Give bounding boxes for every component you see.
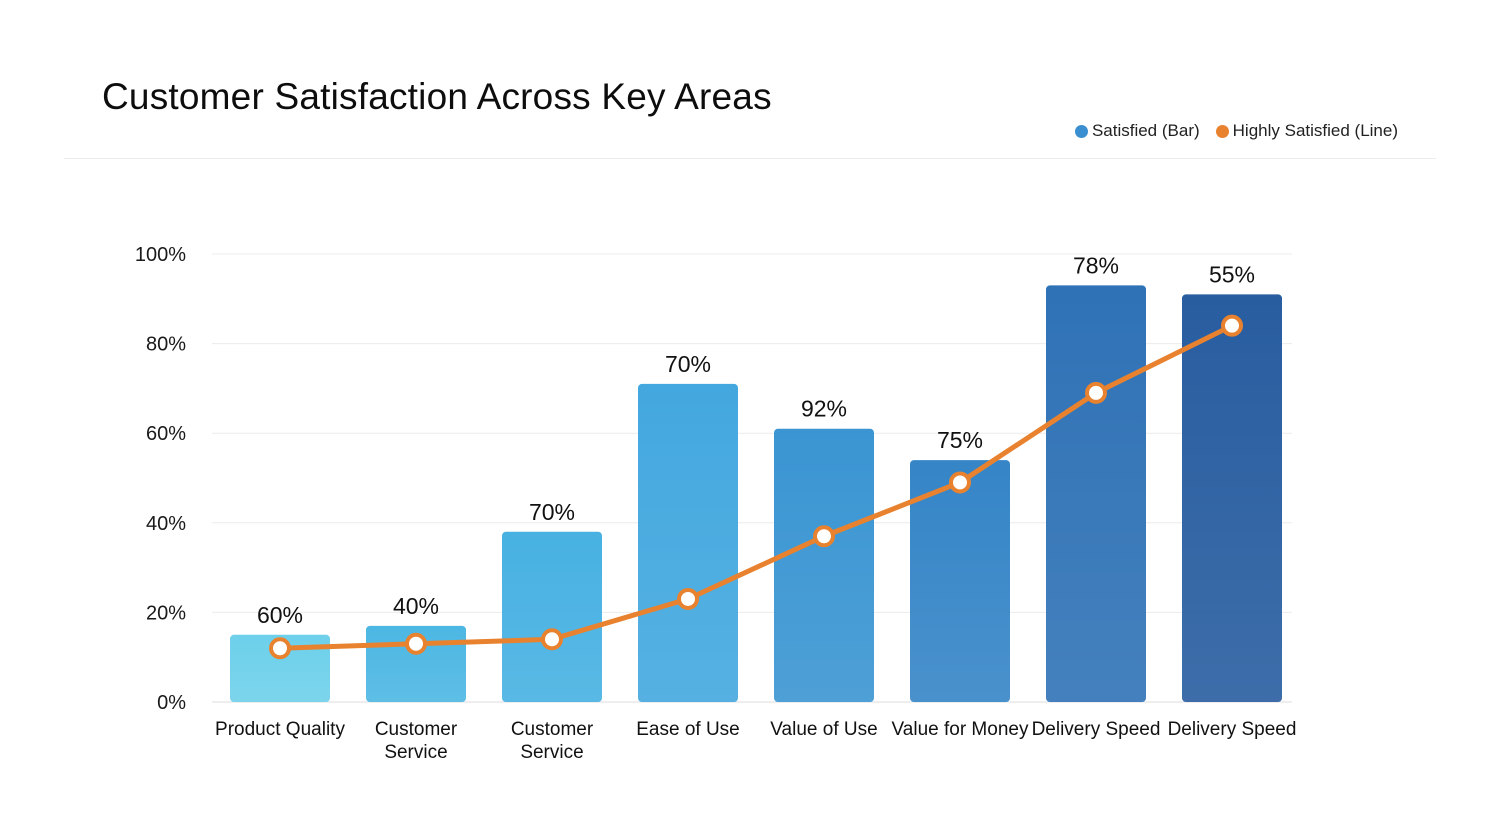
legend-swatch-highly-satisfied bbox=[1215, 124, 1229, 138]
bar bbox=[1046, 285, 1146, 702]
x-tick-label: Customer Service bbox=[375, 719, 458, 763]
y-tick-label: 80% bbox=[146, 334, 186, 356]
legend-label-highly-satisfied: Highly Satisfied (Line) bbox=[1232, 121, 1398, 140]
y-tick-label: 100% bbox=[135, 244, 186, 266]
x-tick-label: Product Quality bbox=[215, 719, 345, 740]
x-tick-label: Delivery Speed bbox=[1032, 719, 1161, 740]
legend-item-highly-satisfied: Highly Satisfied (Line) bbox=[1215, 121, 1398, 141]
bar bbox=[910, 460, 1010, 702]
legend-swatch-satisfied bbox=[1074, 124, 1088, 138]
bar-data-label: 40% bbox=[393, 593, 439, 619]
line-point bbox=[813, 525, 835, 548]
bar-data-label: 70% bbox=[529, 499, 575, 525]
x-tick-label: Value for Money bbox=[892, 719, 1029, 740]
bar bbox=[774, 428, 874, 702]
line-point bbox=[949, 471, 971, 494]
bar-data-label: 78% bbox=[1073, 252, 1119, 278]
x-tick-label: Delivery Speed bbox=[1168, 719, 1297, 740]
bar-data-label: 55% bbox=[1209, 261, 1255, 287]
y-tick-label: 20% bbox=[146, 602, 186, 624]
legend-label-satisfied: Satisfied (Bar) bbox=[1091, 121, 1200, 140]
line-point bbox=[677, 587, 699, 610]
bar bbox=[230, 634, 330, 702]
y-tick-label: 60% bbox=[146, 423, 186, 445]
y-tick-label: 40% bbox=[146, 513, 186, 535]
bar bbox=[1182, 294, 1282, 702]
bar bbox=[638, 383, 738, 702]
chart-title: Customer Satisfaction Across Key Areas bbox=[102, 76, 772, 117]
legend-item-satisfied: Satisfied (Bar) bbox=[1074, 121, 1200, 141]
bar bbox=[502, 531, 602, 702]
highly-satisfied-line bbox=[277, 323, 1235, 651]
x-tick-label: Ease of Use bbox=[636, 719, 740, 740]
line-point bbox=[405, 632, 427, 655]
bar-data-label: 70% bbox=[665, 351, 711, 377]
line-point bbox=[269, 637, 291, 660]
line-point bbox=[1085, 381, 1107, 404]
line-point bbox=[541, 628, 563, 651]
title-divider bbox=[64, 158, 1436, 159]
bar-data-label: 92% bbox=[801, 396, 847, 422]
chart-legend: Satisfied (Bar) Highly Satisfied (Line) bbox=[1074, 121, 1398, 141]
x-tick-label: Customer Service bbox=[511, 719, 594, 763]
y-tick-label: 0% bbox=[157, 692, 186, 714]
line-point bbox=[1221, 314, 1243, 337]
x-tick-label: Value of Use bbox=[770, 719, 877, 740]
bar-data-label: 60% bbox=[257, 602, 303, 628]
bar-data-label: 75% bbox=[937, 427, 983, 453]
